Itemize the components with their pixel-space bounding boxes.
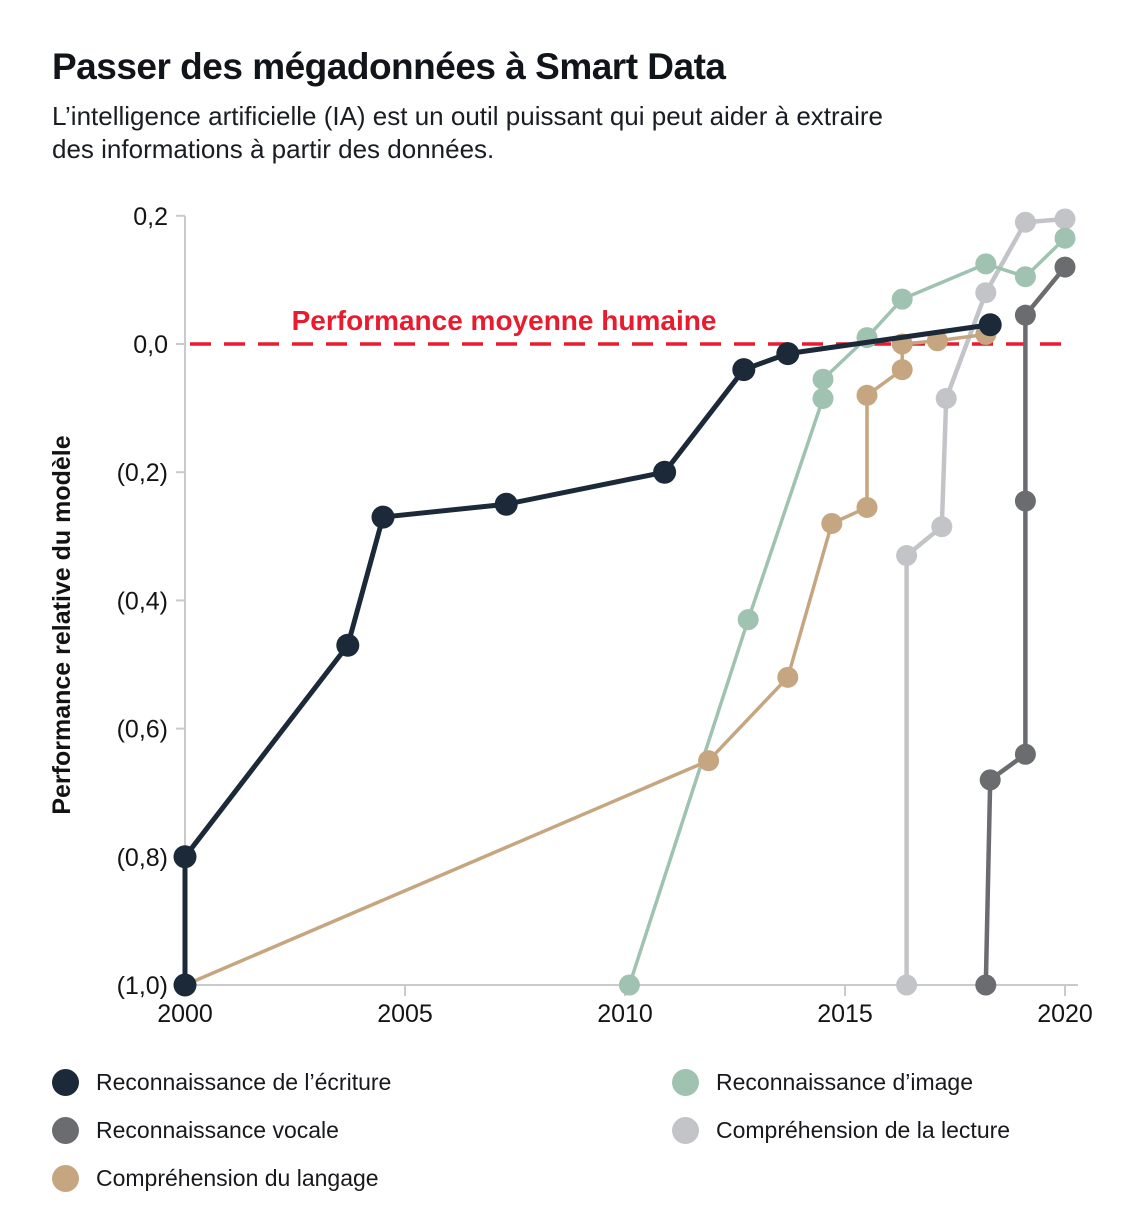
data-point <box>737 609 759 631</box>
data-point <box>336 633 360 657</box>
legend-label: Compréhension de la lecture <box>716 1116 1011 1143</box>
data-point <box>1014 490 1036 512</box>
y-tick-label: (0,8) <box>117 844 168 872</box>
legend-swatch-icon <box>52 1068 79 1096</box>
data-point <box>776 342 800 366</box>
legend-label: Reconnaissance d’image <box>716 1068 973 1095</box>
data-point <box>821 512 843 534</box>
line-chart: 0,2 0,0 (0,2) (0,4) (0,6) (0,8) (1,0)2000 2005 2… <box>48 203 1093 1028</box>
legend-swatch-icon <box>672 1116 699 1144</box>
legend-item: Reconnaissance vocale <box>52 1106 391 1154</box>
reference-line-label: Performance moyenne humaine <box>292 305 717 336</box>
data-point <box>891 359 913 381</box>
y-tick-label: 0,0 <box>133 331 168 359</box>
data-point <box>777 666 799 688</box>
subtitle-line: des informations à partir des données. <box>52 134 495 164</box>
x-tick-label: 2000 <box>157 1000 213 1028</box>
data-point <box>618 974 640 996</box>
y-tick-label: (1,0) <box>117 972 168 1000</box>
y-tick-label: (0,4) <box>117 587 168 615</box>
data-point <box>975 282 997 304</box>
data-point <box>978 313 1002 337</box>
data-point <box>812 387 834 409</box>
data-point <box>856 384 878 406</box>
axes: 0,2 0,0 (0,2) (0,4) (0,6) (0,8) (1,0)2000 2005 2… <box>117 203 1093 1028</box>
legend-swatch-icon <box>52 1164 79 1192</box>
data-point <box>173 973 197 997</box>
series-1 <box>975 256 1076 996</box>
series-line <box>983 264 1068 988</box>
y-tick-label: (0,6) <box>117 716 168 744</box>
series-line <box>182 322 993 988</box>
x-tick-label: 2015 <box>817 1000 873 1028</box>
x-tick-label: 2020 <box>1037 1000 1093 1028</box>
legend-swatch-icon <box>672 1068 699 1096</box>
data-point <box>371 505 395 529</box>
series-2 <box>174 323 997 996</box>
y-axis-title: Performance relative du modèle <box>48 435 76 814</box>
data-point <box>1054 227 1076 249</box>
data-point <box>975 974 997 996</box>
data-point <box>812 368 834 390</box>
data-point <box>1014 266 1036 288</box>
data-point <box>1014 743 1036 765</box>
data-point <box>1054 208 1076 230</box>
x-tick-label: 2010 <box>597 1000 653 1028</box>
data-point <box>856 496 878 518</box>
legend-label: Reconnaissance vocale <box>96 1116 339 1143</box>
legend-item: Reconnaissance de l’écriture <box>52 1058 391 1106</box>
data-point <box>896 974 918 996</box>
data-point <box>732 358 756 382</box>
page-subtitle: L’intelligence artificielle (IA) est un … <box>52 100 1092 166</box>
data-point <box>1054 256 1076 278</box>
header: Passer des mégadonnées à Smart Data L’in… <box>52 46 1092 166</box>
legend-label: Reconnaissance de l’écriture <box>96 1068 392 1095</box>
series-layer <box>173 208 1076 997</box>
x-tick-label: 2005 <box>377 1000 433 1028</box>
data-point <box>935 387 957 409</box>
legend-column: Reconnaissance de l’écriture Reconnaissan… <box>52 1058 391 1202</box>
data-point <box>698 750 720 772</box>
y-tick-label: 0,2 <box>133 203 168 231</box>
legend-label: Compréhension du langage <box>96 1164 379 1191</box>
legend-item: Compréhension du langage <box>52 1154 391 1202</box>
series-line <box>183 332 988 987</box>
series-3 <box>618 227 1076 996</box>
series-line <box>627 236 1067 987</box>
data-point <box>891 288 913 310</box>
legend-item: Compréhension de la lecture <box>672 1106 1010 1154</box>
legend-item: Reconnaissance d’image <box>672 1058 1010 1106</box>
data-point <box>975 253 997 275</box>
legend-swatch-icon <box>52 1116 79 1144</box>
series-4 <box>896 208 1076 996</box>
data-point <box>896 545 918 567</box>
data-point <box>653 460 677 484</box>
legend-column: Reconnaissance d’image Compréhension de l… <box>672 1058 1010 1154</box>
page-title: Passer des mégadonnées à Smart Data <box>52 46 726 87</box>
data-point <box>1014 211 1036 233</box>
data-point <box>494 492 518 516</box>
subtitle-line: L’intelligence artificielle (IA) est un … <box>52 101 884 131</box>
data-point <box>173 845 197 869</box>
data-point <box>931 516 953 538</box>
y-tick-label: (0,2) <box>117 459 168 487</box>
series-0 <box>173 313 1002 997</box>
data-point <box>979 769 1001 791</box>
data-point <box>1014 304 1036 326</box>
